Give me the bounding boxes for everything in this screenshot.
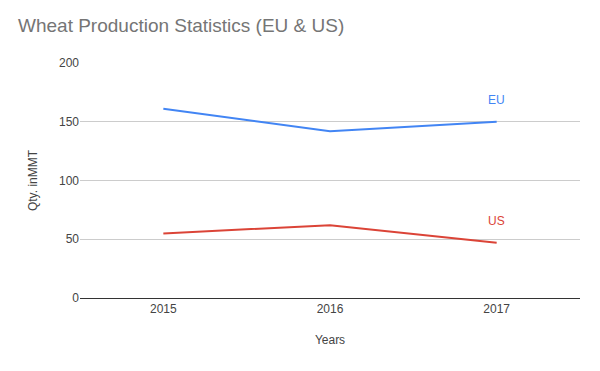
svg-text:Wheat Production Statistics (E: Wheat Production Statistics (EU & US) [18,15,344,36]
svg-text:Years: Years [315,333,345,347]
svg-text:2016: 2016 [317,302,344,316]
svg-text:2017: 2017 [483,302,510,316]
svg-text:EU: EU [488,93,505,107]
svg-text:0: 0 [72,291,79,305]
svg-text:2015: 2015 [150,302,177,316]
svg-text:200: 200 [59,56,79,70]
svg-text:US: US [488,214,505,228]
svg-text:50: 50 [66,232,80,246]
svg-text:100: 100 [59,174,79,188]
svg-text:Qty. inMMT: Qty. inMMT [26,149,40,211]
svg-text:150: 150 [59,115,79,129]
